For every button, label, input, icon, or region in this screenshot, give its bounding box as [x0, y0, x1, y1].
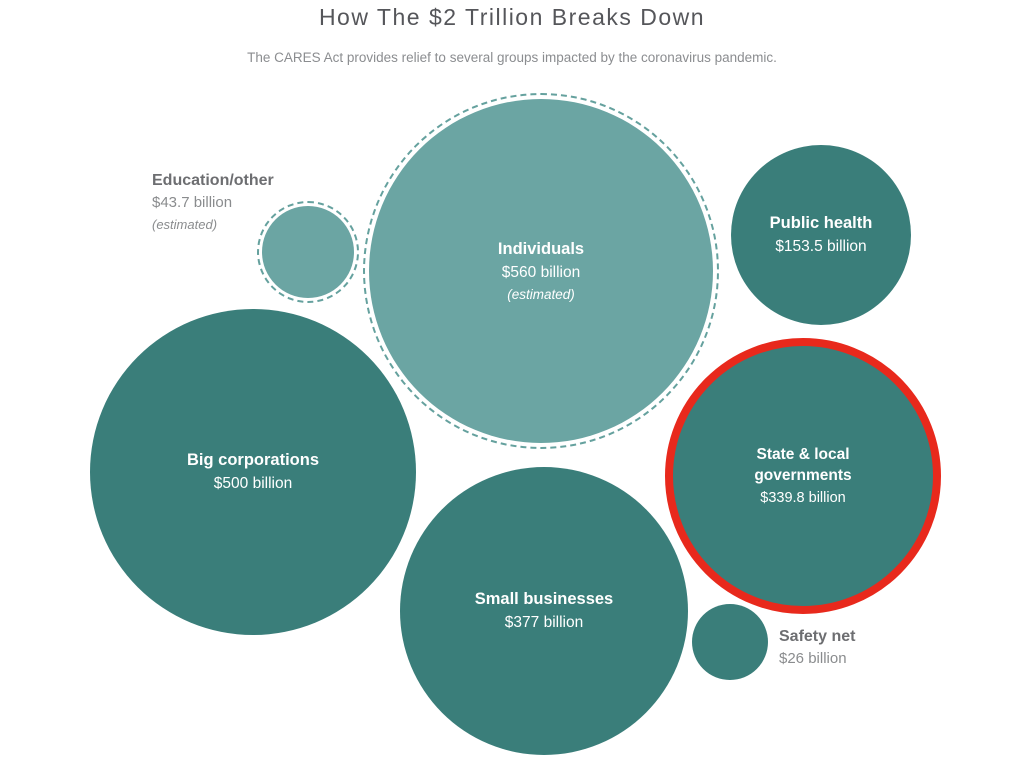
bubble-value: $43.7 billion [152, 194, 233, 211]
bubble-value: $153.5 billion [775, 238, 867, 255]
bubble-value: $377 billion [504, 614, 584, 631]
chart-title: How The $2 Trillion Breaks Down [318, 4, 706, 30]
education-other-label: Education/other $43.7 billion (estimated… [152, 170, 274, 234]
bubble-note: (estimated) [507, 286, 575, 302]
bubble-label: Education/other [152, 172, 274, 189]
bubble-value: $560 billion [501, 263, 581, 281]
education-dashed-ring [257, 201, 359, 303]
bubble-value: $26 billion [779, 650, 847, 667]
bubble-label: Big corporations [186, 451, 319, 469]
bubble-label: State & local governments [754, 445, 852, 484]
bubble-individuals: Individuals $560 billion (estimated) [369, 99, 713, 443]
bubble-label: Safety net [779, 628, 856, 645]
individuals-dashed-ring [363, 93, 719, 449]
bubble-label: Individuals [497, 239, 585, 258]
bubble-label: Public health [769, 214, 873, 232]
bubble-education-other [262, 206, 354, 298]
bubble-value: $500 billion [213, 475, 293, 492]
safety-net-label: Safety net $26 billion [779, 626, 855, 669]
bubble-value: $339.8 billion [760, 489, 846, 506]
bubble-big-corporations: Big corporations $500 billion [90, 309, 416, 635]
bubble-public-health: Public health $153.5 billion [731, 145, 911, 325]
bubble-small-businesses: Small businesses $377 billion [400, 467, 688, 755]
bubble-label: Small businesses [474, 590, 614, 608]
bubble-note: (estimated) [152, 217, 218, 232]
chart-subtitle: The CARES Act provides relief to several… [247, 50, 777, 65]
bubble-safety-net [692, 604, 768, 680]
bubble-state-local-governments-highlighted: State & local governments $339.8 billion [665, 338, 941, 614]
